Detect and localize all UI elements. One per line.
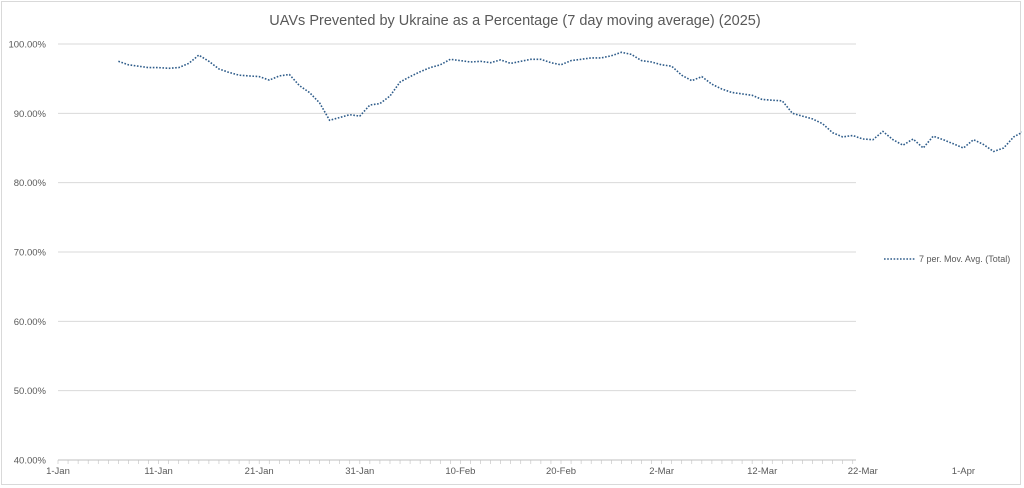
x-tick-label: 20-Feb xyxy=(546,466,576,477)
legend-label: 7 per. Mov. Avg. (Total) xyxy=(919,254,1010,264)
y-tick-label: 100.00% xyxy=(8,40,46,51)
x-tick-label: 21-Jan xyxy=(245,466,274,477)
x-axis-ticks: 1-Jan 11-Jan 21-Jan 31-Jan 10-Feb 20-Feb 2-Mar… xyxy=(46,460,975,477)
x-tick-label: 1-Jan xyxy=(46,466,70,477)
x-tick-label: 1-Apr xyxy=(952,466,975,477)
series-line xyxy=(118,51,1022,153)
x-tick-label: 2-Mar xyxy=(649,466,674,477)
x-tick-label: 12-Mar xyxy=(747,466,777,477)
legend: 7 per. Mov. Avg. (Total) xyxy=(884,254,1010,264)
gridlines xyxy=(58,43,856,392)
chart-title: UAVs Prevented by Ukraine as a Percentag… xyxy=(269,13,760,29)
x-tick-label: 31-Jan xyxy=(345,466,374,477)
y-tick-label: 70.00% xyxy=(14,248,47,259)
x-tick-label: 11-Jan xyxy=(144,466,172,477)
y-tick-label: 40.00% xyxy=(14,456,47,467)
y-tick-label: 50.00% xyxy=(14,386,47,397)
series-layer xyxy=(118,51,1022,153)
x-tick-label: 22-Mar xyxy=(848,466,878,477)
y-axis-ticks: 100.00% 90.00% 80.00% 70.00% 60.00% 50.00% 40.… xyxy=(8,40,46,467)
y-tick-label: 60.00% xyxy=(14,317,47,328)
y-tick-label: 80.00% xyxy=(14,178,47,189)
y-tick-label: 90.00% xyxy=(14,109,47,120)
x-tick-label: 10-Feb xyxy=(445,466,475,477)
